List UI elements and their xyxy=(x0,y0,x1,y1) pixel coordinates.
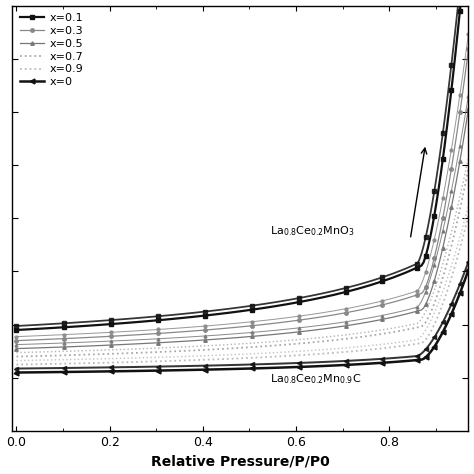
Line: x=0.1: x=0.1 xyxy=(14,0,471,332)
x=0.3 xyxy=(249,323,255,328)
Line: x=0.7: x=0.7 xyxy=(17,169,468,356)
x=0.9 xyxy=(237,356,243,361)
x=0.5 xyxy=(14,346,19,351)
x=0.9 xyxy=(214,356,219,362)
x=0.7 xyxy=(465,166,471,172)
x=0.7 xyxy=(237,345,243,351)
x=0.9 xyxy=(14,362,19,367)
x=0.3 xyxy=(191,328,196,334)
x=0.1 xyxy=(419,263,424,268)
x=0.9 xyxy=(131,359,137,365)
x=0.7 xyxy=(131,350,137,356)
x=0 xyxy=(214,366,219,372)
x=0.1 xyxy=(14,327,19,333)
x=0.3 xyxy=(131,332,137,338)
x=0.1 xyxy=(237,309,243,314)
x=0.3 xyxy=(214,326,219,332)
x=0.5 xyxy=(237,335,243,340)
x=0.3 xyxy=(14,338,19,344)
x=0.9 xyxy=(419,340,424,346)
x=0.5 xyxy=(419,307,424,313)
Text: La$_{0.8}$Ce$_{0.2}$MnO$_3$: La$_{0.8}$Ce$_{0.2}$MnO$_3$ xyxy=(270,225,355,238)
x=0.5 xyxy=(465,106,471,112)
Line: x=0: x=0 xyxy=(14,267,471,375)
X-axis label: Relative Pressure/P/P0: Relative Pressure/P/P0 xyxy=(151,455,329,468)
x=0.1 xyxy=(191,314,196,319)
x=0 xyxy=(237,366,243,372)
x=0.3 xyxy=(419,291,424,296)
x=0 xyxy=(465,267,471,273)
x=0.1 xyxy=(214,311,219,317)
Line: x=0.5: x=0.5 xyxy=(15,107,470,350)
x=0.7 xyxy=(191,347,196,353)
Legend: x=0.1, x=0.3, x=0.5, x=0.7, x=0.9, x=0: x=0.1, x=0.3, x=0.5, x=0.7, x=0.9, x=0 xyxy=(18,11,86,90)
x=0.7 xyxy=(419,324,424,329)
x=0 xyxy=(191,367,196,373)
x=0.9 xyxy=(465,212,471,218)
x=0.7 xyxy=(249,344,255,350)
x=0 xyxy=(14,370,19,375)
x=0.5 xyxy=(131,341,137,347)
x=0.5 xyxy=(214,336,219,342)
Line: x=0.3: x=0.3 xyxy=(15,47,470,342)
x=0.1 xyxy=(131,319,137,325)
x=0.5 xyxy=(191,338,196,344)
x=0 xyxy=(131,368,137,374)
x=0.3 xyxy=(465,46,471,52)
x=0.1 xyxy=(249,307,255,312)
x=0 xyxy=(419,357,424,363)
x=0.3 xyxy=(237,324,243,330)
x=0.9 xyxy=(249,355,255,361)
x=0.5 xyxy=(249,334,255,339)
x=0.9 xyxy=(191,357,196,363)
Line: x=0.9: x=0.9 xyxy=(17,215,468,365)
x=0.7 xyxy=(214,346,219,352)
x=0.7 xyxy=(14,354,19,359)
x=0 xyxy=(249,365,255,371)
Text: La$_{0.8}$Ce$_{0.2}$Mn$_{0.9}$C: La$_{0.8}$Ce$_{0.2}$Mn$_{0.9}$C xyxy=(270,372,362,386)
